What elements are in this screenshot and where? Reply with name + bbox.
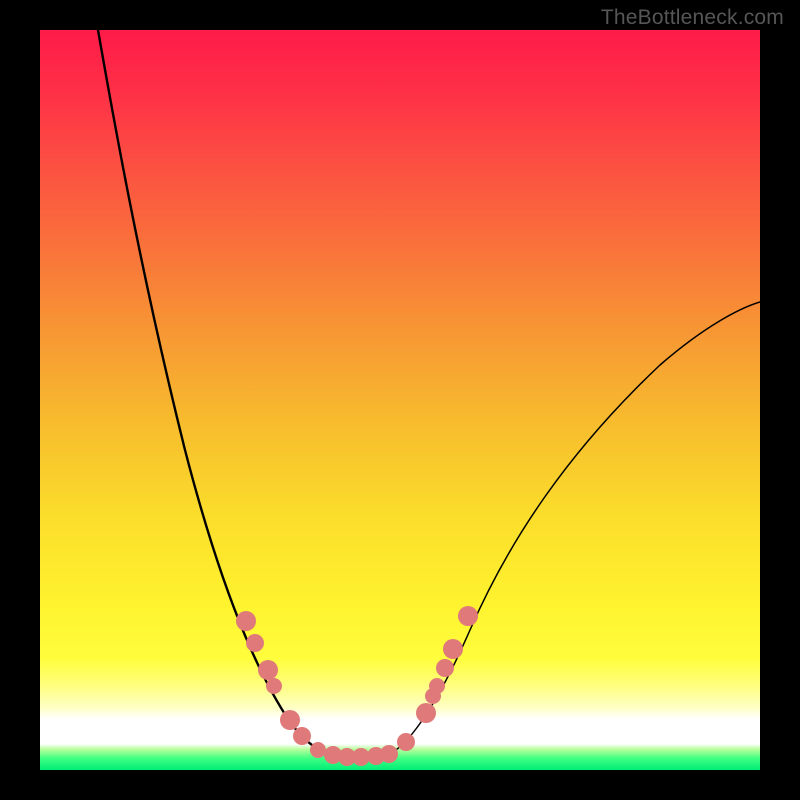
data-marker [266, 678, 282, 694]
data-marker [246, 634, 264, 652]
data-marker [416, 703, 436, 723]
data-marker [436, 659, 454, 677]
chart-canvas: TheBottleneck.com [0, 0, 800, 800]
data-marker [397, 733, 415, 751]
data-marker [380, 745, 398, 763]
data-marker [429, 678, 445, 694]
data-marker [293, 727, 311, 745]
plot-area [40, 30, 760, 770]
curve-layer [40, 30, 760, 770]
data-marker [258, 660, 278, 680]
data-marker [236, 611, 256, 631]
data-marker [458, 606, 478, 626]
left-curve [98, 30, 338, 756]
data-marker [443, 639, 463, 659]
watermark-label: TheBottleneck.com [601, 6, 784, 30]
